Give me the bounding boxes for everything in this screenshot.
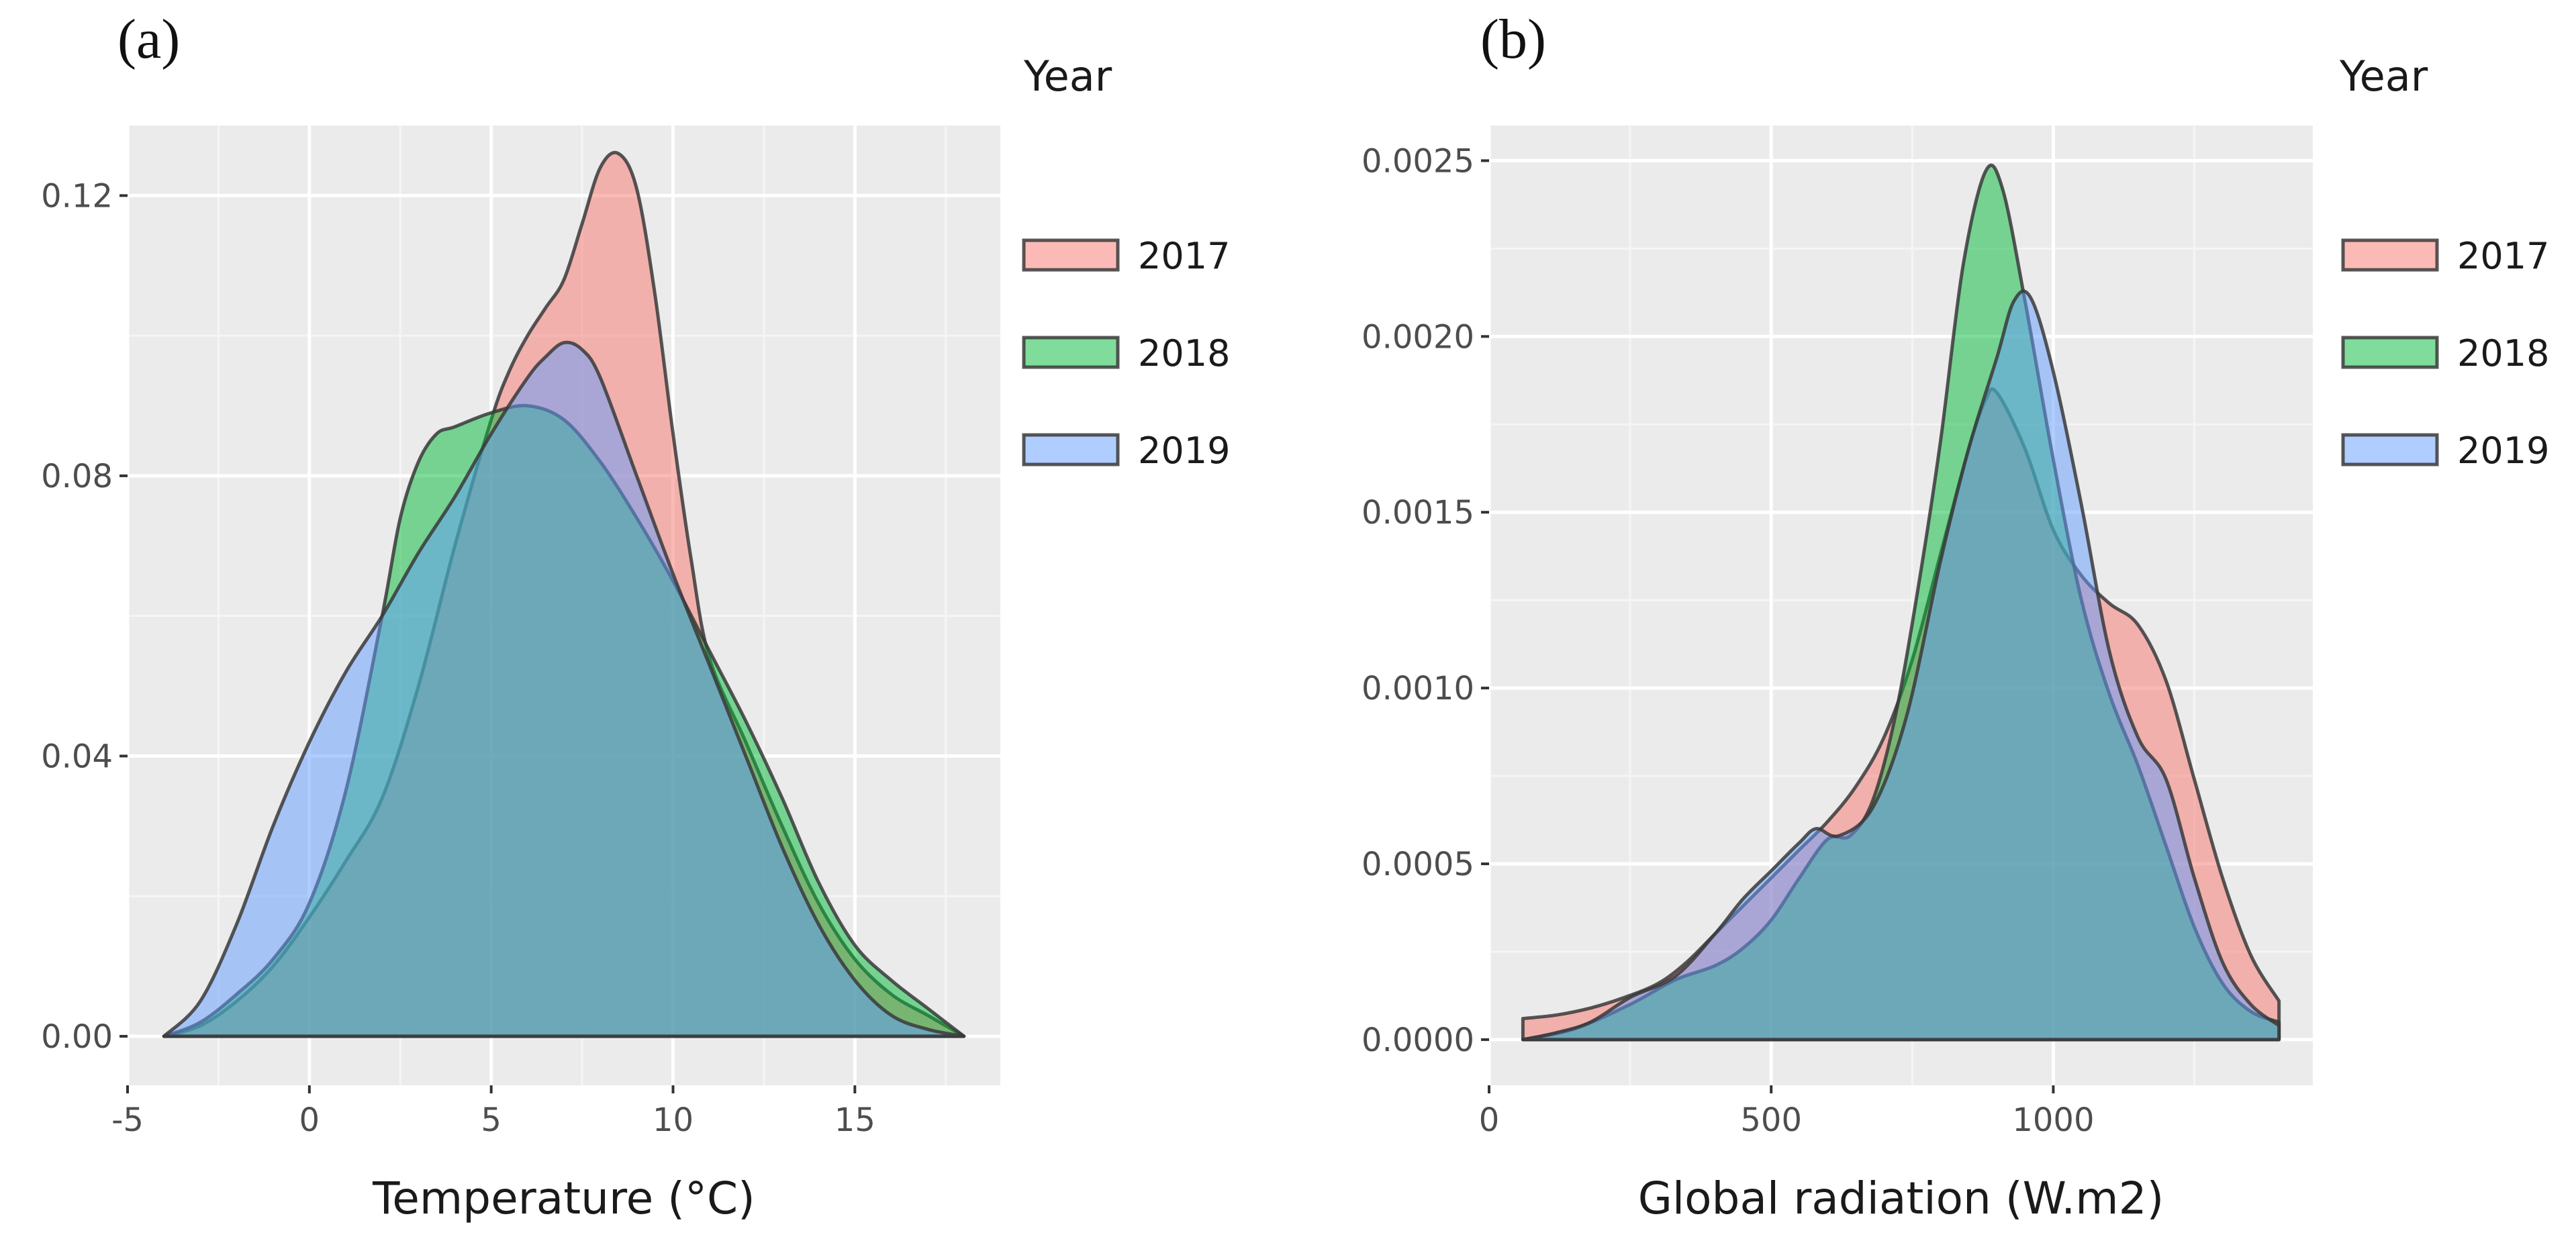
- legend-key-2019: [1022, 433, 1120, 466]
- x-tick-label: 0: [299, 1101, 320, 1139]
- x-axis-title: Global radiation (W.m2): [1638, 1173, 2164, 1224]
- x-tick-label: -5: [111, 1101, 144, 1139]
- chart-panel-a: 0.00 0.04 0.08 0.12 -5 0 5 10 15 Temperature (°C)…: [41, 52, 1230, 1224]
- x-tick-label: 5: [481, 1101, 502, 1139]
- y-tick-label: 0.08: [41, 458, 113, 495]
- x-tick-label: 10: [653, 1101, 694, 1139]
- y-tick-label: 0.0010: [1362, 670, 1474, 707]
- x-tick-label: 500: [1740, 1101, 1802, 1139]
- legend-title: Year: [2339, 52, 2428, 101]
- x-tick-label: 0: [1479, 1101, 1500, 1139]
- legend-label-2019: 2019: [2457, 430, 2549, 472]
- x-axis-title: Temperature (°C): [372, 1173, 755, 1224]
- y-tick-label: 0.0015: [1362, 494, 1474, 532]
- y-tick-label: 0.12: [41, 177, 113, 215]
- legend-key-2017: [1022, 238, 1120, 272]
- legend-key-2019: [2341, 433, 2439, 466]
- legend-label-2018: 2018: [1138, 332, 1230, 375]
- density-area-2019: [1521, 289, 2281, 1042]
- x-tick-label: 15: [834, 1101, 875, 1139]
- y-tick-label: 0.0000: [1362, 1022, 1474, 1059]
- y-tick-label: 0.0005: [1362, 846, 1474, 883]
- legend-key-2018: [1022, 336, 1120, 369]
- legend-title: Year: [1023, 52, 1112, 101]
- y-tick-label: 0.0025: [1362, 142, 1474, 180]
- legend-label-2017: 2017: [2457, 235, 2549, 277]
- y-tick-label: 0.0020: [1362, 318, 1474, 356]
- y-tick-label: 0.00: [41, 1018, 113, 1056]
- panel-b-label: (b): [1480, 8, 1546, 70]
- legend-key-2018: [2341, 336, 2439, 369]
- legend-key-2017: [2341, 238, 2439, 272]
- legend-label-2017: 2017: [1138, 235, 1230, 277]
- y-tick-label: 0.04: [41, 738, 113, 775]
- x-tick-label: 1000: [2012, 1101, 2094, 1139]
- chart-panel-b: 0.0000 0.0005 0.0010 0.0015 0.0020 0.0025 0 500…: [1362, 52, 2549, 1224]
- panel-a-label: (a): [117, 8, 181, 70]
- legend-label-2018: 2018: [2457, 332, 2549, 375]
- legend-label-2019: 2019: [1138, 430, 1230, 472]
- density-area-2019: [162, 340, 966, 1038]
